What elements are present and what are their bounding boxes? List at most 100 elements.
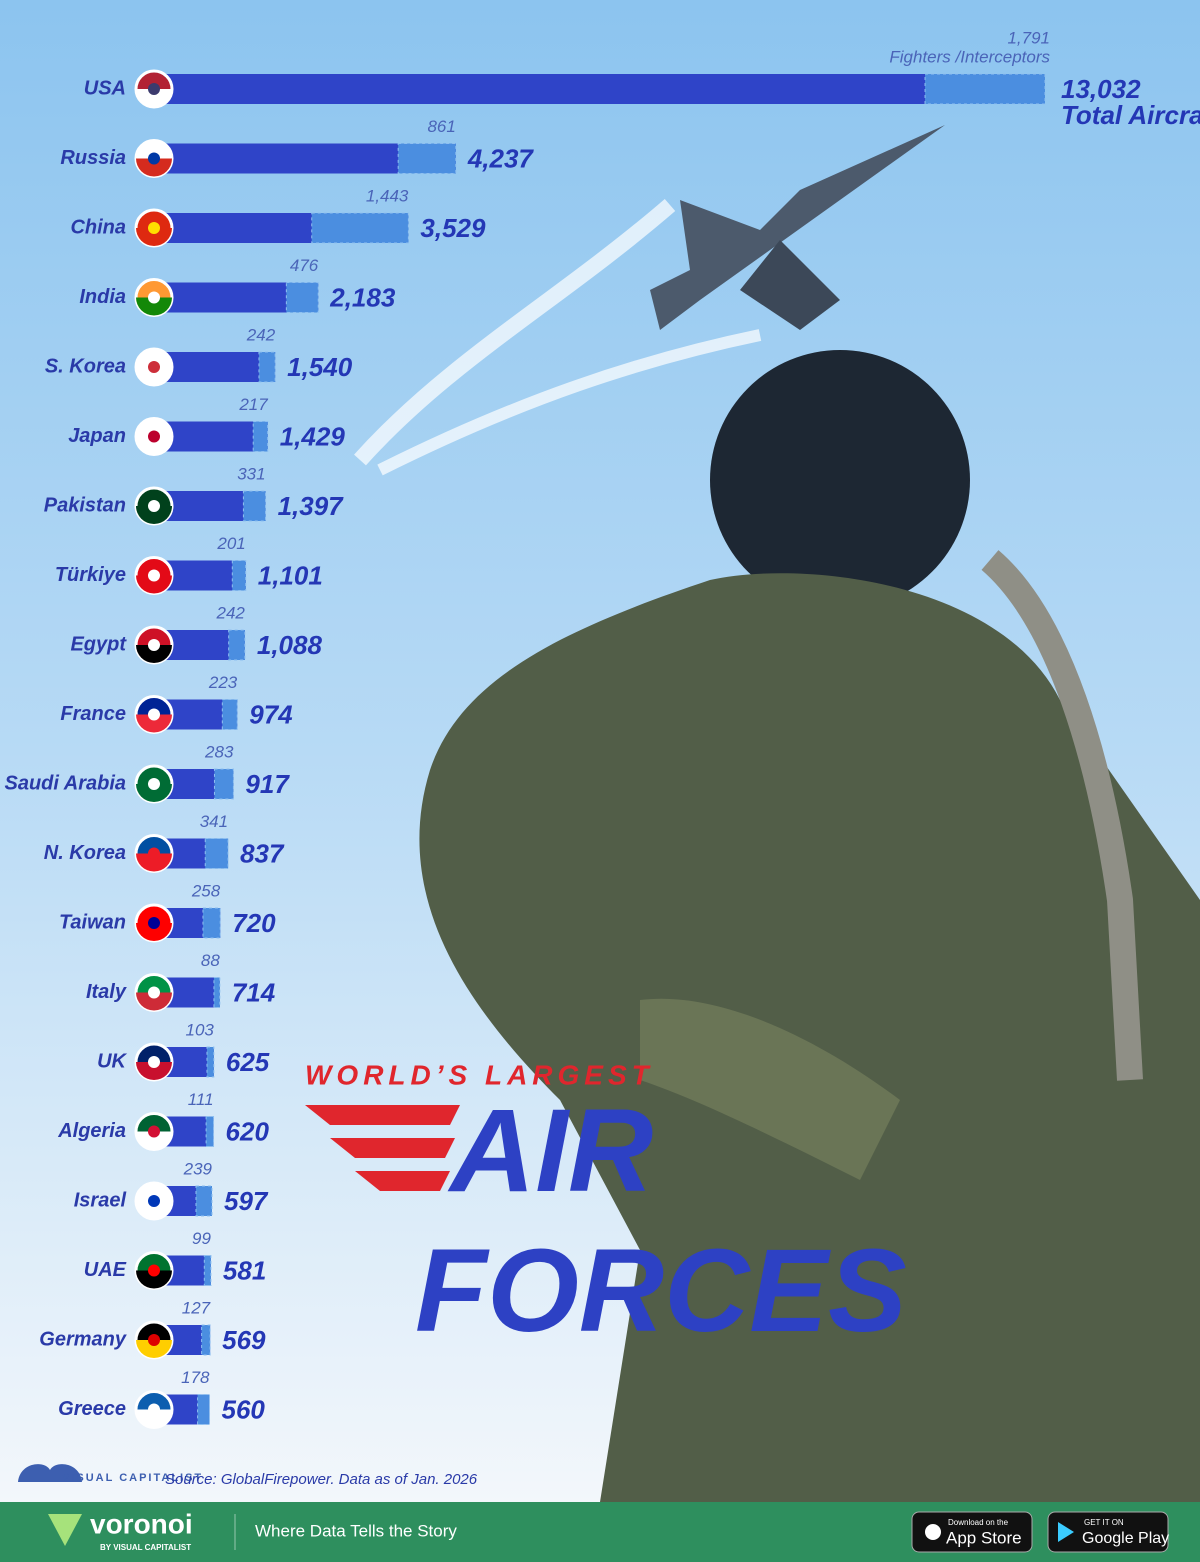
fighters-label: 223: [208, 673, 238, 692]
category-label: Egypt: [70, 633, 127, 655]
bar-fighters: [203, 1255, 212, 1286]
total-label: 3,529: [420, 213, 486, 243]
chart-title: AIR: [447, 1085, 653, 1217]
flag-half: [136, 506, 172, 524]
total-label: 917: [245, 769, 290, 799]
contrail: [354, 198, 676, 466]
pilot: [419, 350, 1200, 1502]
category-label: UK: [97, 1050, 127, 1072]
badge-small: Download on the: [948, 1518, 1009, 1527]
total-label: 13,032: [1061, 74, 1141, 104]
bar-fighters: [197, 1394, 211, 1425]
category-label: N. Korea: [44, 842, 126, 864]
total-label: 837: [240, 838, 285, 868]
category-label: S. Korea: [45, 355, 126, 377]
flag-emblem: [148, 361, 160, 373]
badge-text: App Store: [946, 1528, 1022, 1547]
flag-emblem: [148, 778, 160, 790]
fighters-label: 341: [200, 812, 228, 831]
flag: [134, 1112, 174, 1151]
chart-title: WORLD’S LARGEST: [305, 1059, 654, 1090]
flag: [134, 208, 174, 248]
flag-emblem: [148, 986, 160, 999]
category-label: Taiwan: [59, 911, 126, 933]
flag-emblem: [148, 1195, 160, 1207]
total-label: 620: [226, 1116, 270, 1146]
fighters-label: 258: [191, 881, 221, 900]
fighters-label: 476: [290, 256, 319, 275]
flag: [134, 486, 174, 526]
fighters-label: 283: [204, 742, 234, 761]
flag-half: [136, 1062, 172, 1080]
total-label: 581: [223, 1255, 266, 1285]
fighters-label: 217: [238, 395, 268, 414]
flag-emblem: [148, 917, 160, 929]
flag: [134, 556, 174, 595]
total-label: 1,540: [287, 352, 353, 382]
flag-emblem: [148, 639, 160, 651]
flag-half: [136, 158, 172, 177]
flag-half: [136, 575, 172, 594]
total-label: 1,397: [278, 491, 345, 521]
google-play-badge[interactable]: GET IT ON Google Play: [1047, 1511, 1169, 1553]
bar-fighters: [206, 1046, 215, 1078]
fighters-label: 103: [185, 1020, 214, 1039]
flag-emblem: [148, 1056, 160, 1068]
total-label: 2,183: [329, 282, 396, 312]
title-stripes: [305, 1105, 460, 1191]
flag-half: [136, 1340, 172, 1358]
fighters-label: 201: [216, 534, 245, 553]
category-label: Russia: [60, 147, 126, 169]
flag: [134, 278, 174, 317]
bar-fighters: [242, 490, 267, 522]
fighters-label: 242: [246, 325, 276, 344]
total-label: 974: [249, 699, 293, 729]
total-label: 560: [222, 1394, 266, 1424]
flag: [134, 1251, 174, 1290]
flag: [134, 1390, 174, 1429]
voronoi-logo: [48, 1514, 82, 1546]
bar-fighters: [258, 351, 276, 383]
badge-small: GET IT ON: [1084, 1518, 1124, 1527]
flag: [134, 695, 174, 734]
flag-emblem: [148, 1125, 160, 1138]
jet: [650, 125, 945, 330]
flag-emblem: [148, 1403, 160, 1416]
flag-emblem: [148, 222, 160, 234]
bar-fighters: [228, 629, 246, 661]
category-label: Pakistan: [44, 494, 126, 516]
flag: [134, 764, 174, 804]
flag-emblem: [148, 152, 160, 165]
flag: [134, 1320, 174, 1360]
fighters-label: 88: [201, 951, 220, 970]
flag-emblem: [148, 708, 160, 721]
flag-half: [136, 923, 172, 941]
total-label: 1,088: [257, 630, 323, 660]
category-label: USA: [84, 77, 126, 99]
badge-text: Google Play: [1082, 1530, 1169, 1547]
total-label: 1,101: [258, 560, 323, 590]
category-label: France: [60, 703, 126, 725]
flag-half: [136, 436, 172, 455]
bar-fighters: [195, 1185, 213, 1217]
fighters-label: 1,443: [366, 186, 409, 205]
bar-fighters: [397, 143, 457, 174]
app-store-badge[interactable]: Download on the App Store: [911, 1511, 1033, 1553]
flag-emblem: [148, 1264, 160, 1277]
total-label: 714: [232, 977, 276, 1007]
flag: [134, 139, 174, 178]
category-label: Saudi Arabia: [4, 772, 126, 794]
fighters-label: 178: [181, 1368, 210, 1387]
flag-emblem: [148, 430, 160, 443]
flag: [134, 903, 174, 943]
bar-fighters: [204, 838, 229, 869]
flag: [134, 69, 174, 109]
total-label: 720: [232, 908, 276, 938]
total-label: 4,237: [467, 143, 535, 173]
flag-half: [136, 89, 172, 107]
flag-emblem: [148, 500, 160, 512]
flag: [134, 417, 174, 456]
flag: [134, 1042, 174, 1082]
category-label: Israel: [74, 1189, 127, 1211]
